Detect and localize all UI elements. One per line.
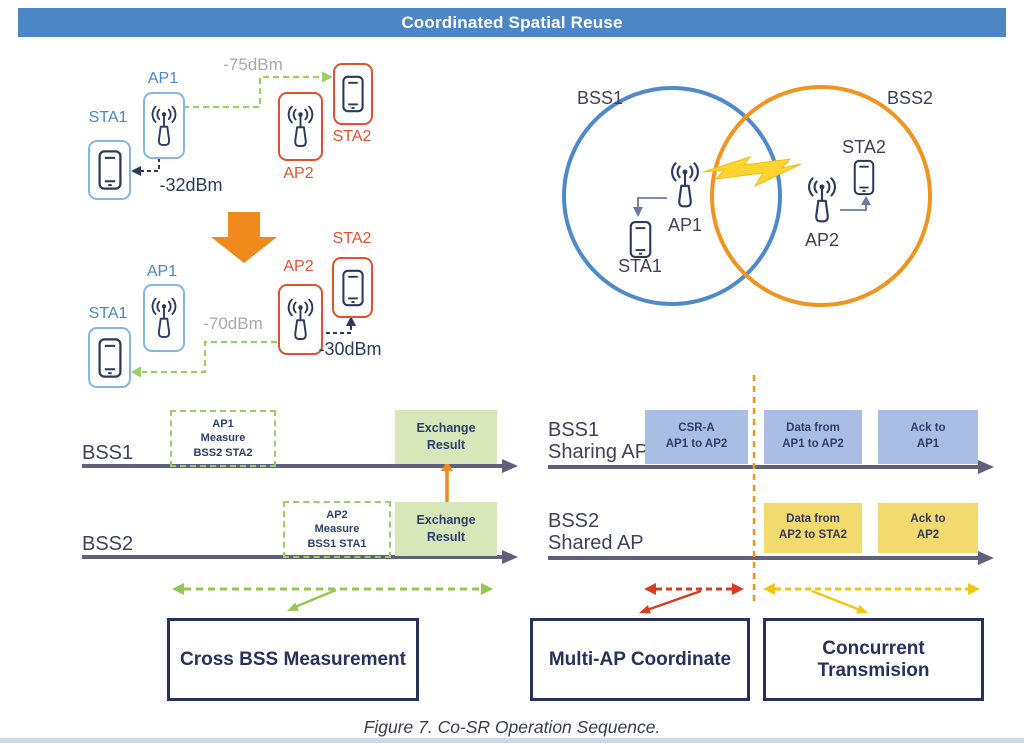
overlap-ap1-device — [667, 159, 703, 216]
overlap-sta2-label: STA2 — [842, 137, 886, 157]
box-line: AP1 — [212, 418, 234, 431]
phone-icon — [341, 74, 365, 114]
measure-bss1-label: BSS1 — [82, 442, 134, 464]
after-intra-rssi: -30dBm — [318, 339, 382, 359]
overlap-sta2-device — [852, 159, 876, 201]
phone-icon — [341, 268, 365, 308]
after-sta2-device — [332, 257, 373, 318]
after-ap2-device — [278, 284, 323, 355]
before-cross-rssi: -75dBm — [223, 55, 283, 74]
data-ap1-box: Data from AP1 to AP2 — [764, 410, 862, 464]
title-banner: Coordinated Spatial Reuse — [18, 8, 1006, 37]
overlap-sta1-label: STA1 — [618, 256, 662, 276]
transition-down-arrow — [211, 212, 277, 263]
box-line: Result — [426, 530, 466, 544]
ap1-to-sta1-arrow — [633, 197, 667, 217]
after-sta1-device — [88, 327, 131, 388]
measure-bss2-label: BSS2 — [82, 533, 134, 555]
data-ap2-box: Data from AP2 to STA2 — [764, 503, 862, 553]
phone-icon — [852, 159, 876, 196]
after-ap1-device — [143, 284, 185, 352]
phase-concurrent-transmission: Concurrent Transmision — [763, 618, 984, 701]
box-line: AP1 to AP2 — [782, 438, 844, 450]
before-ap1-label: AP1 — [147, 70, 179, 87]
phone-icon — [628, 220, 653, 259]
box-line: AP2 — [326, 509, 348, 522]
overlap-bss1-label: BSS1 — [576, 88, 624, 108]
antenna-icon — [148, 103, 180, 149]
box-line: Exchange — [416, 513, 476, 528]
before-ap2-label: AP2 — [283, 165, 314, 182]
box-line: Data from — [786, 422, 840, 435]
before-sta2-label: STA2 — [332, 128, 372, 145]
cross-bss-span-arrow — [172, 583, 493, 611]
ack-ap1-box: Ack to AP1 — [878, 410, 978, 464]
overlap-ap2-label: AP2 — [804, 230, 840, 250]
box-line: AP2 — [916, 529, 940, 541]
before-ap2-device — [278, 92, 323, 161]
before-ap1-device — [143, 92, 185, 159]
phase-cross-bss-measurement: Cross BSS Measurement — [167, 618, 419, 701]
after-cross-rssi: -70dBm — [203, 314, 263, 333]
antenna-icon — [667, 159, 703, 211]
box-line: AP1 to AP2 — [665, 438, 728, 450]
antenna-icon — [284, 296, 317, 343]
box-line: Result — [426, 438, 466, 452]
antenna-icon — [804, 174, 840, 226]
after-ap2-label: AP2 — [283, 258, 314, 275]
page-title: Coordinated Spatial Reuse — [401, 13, 623, 32]
phone-icon — [97, 337, 123, 379]
box-line: Data from — [786, 513, 840, 526]
box-line: CSR-A — [678, 422, 715, 435]
before-intra-rssi: -32dBm — [159, 175, 223, 195]
label-line: BSS2 — [548, 510, 600, 532]
bottom-strip — [0, 738, 1024, 743]
after-sta1-label: STA1 — [88, 305, 128, 322]
box-line: BSS2 STA2 — [193, 446, 253, 459]
before-sta2-device — [333, 63, 373, 125]
after-intra-bss-signal-arrow — [319, 316, 356, 334]
figure-caption: Figure 7. Co-SR Operation Sequence. — [363, 717, 661, 737]
overlap-ap1-label: AP1 — [667, 215, 703, 235]
concurrent-span-arrow — [763, 583, 980, 614]
phase-label: Cross BSS Measurement — [180, 648, 406, 670]
label-line: BSS1 — [548, 419, 600, 441]
csr-announce-box: CSR-A AP1 to AP2 — [645, 410, 748, 464]
box-line: Ack to — [910, 422, 946, 435]
box-line: Ack to — [910, 513, 946, 526]
exchange-result-box-bottom: Exchange Result — [395, 502, 497, 556]
label-line: Sharing AP — [548, 441, 649, 464]
label-line: Shared AP — [548, 532, 644, 555]
box-line: AP1 — [916, 438, 940, 450]
before-intra-bss-signal-arrow — [131, 158, 160, 176]
box-line: Exchange — [416, 421, 476, 436]
after-ap1-label: AP1 — [146, 263, 178, 280]
phone-icon — [97, 149, 123, 191]
phase-label: Concurrent Transmision — [817, 637, 930, 681]
phase-label: Multi-AP Coordinate — [548, 648, 732, 670]
antenna-icon — [148, 295, 180, 341]
ap1-measure-box: AP1 Measure BSS2 STA2 — [170, 410, 276, 467]
before-sta1-device — [88, 140, 131, 200]
ap2-measure-box: AP2 Measure BSS1 STA1 — [283, 501, 391, 558]
box-line: Measure — [200, 432, 246, 445]
box-line: BSS1 STA1 — [307, 537, 367, 550]
overlap-ap2-device — [804, 174, 840, 231]
box-line: AP2 to STA2 — [778, 529, 848, 541]
shared-ap-label: BSS2 Shared AP — [548, 510, 644, 555]
before-sta1-label: STA1 — [88, 109, 128, 126]
box-line: Measure — [314, 523, 360, 536]
overlap-bss2-label: BSS2 — [886, 88, 934, 108]
phase-multi-ap-coordinate: Multi-AP Coordinate — [530, 618, 750, 701]
multi-ap-span-arrow — [639, 583, 744, 614]
interference-lightning-icon — [702, 156, 802, 188]
sharing-ap-label: BSS1 Sharing AP — [548, 419, 648, 464]
after-sta2-label: STA2 — [332, 230, 372, 247]
ack-ap2-box: Ack to AP2 — [878, 503, 978, 553]
antenna-icon — [284, 103, 317, 150]
exchange-result-box-top: Exchange Result — [395, 410, 497, 464]
